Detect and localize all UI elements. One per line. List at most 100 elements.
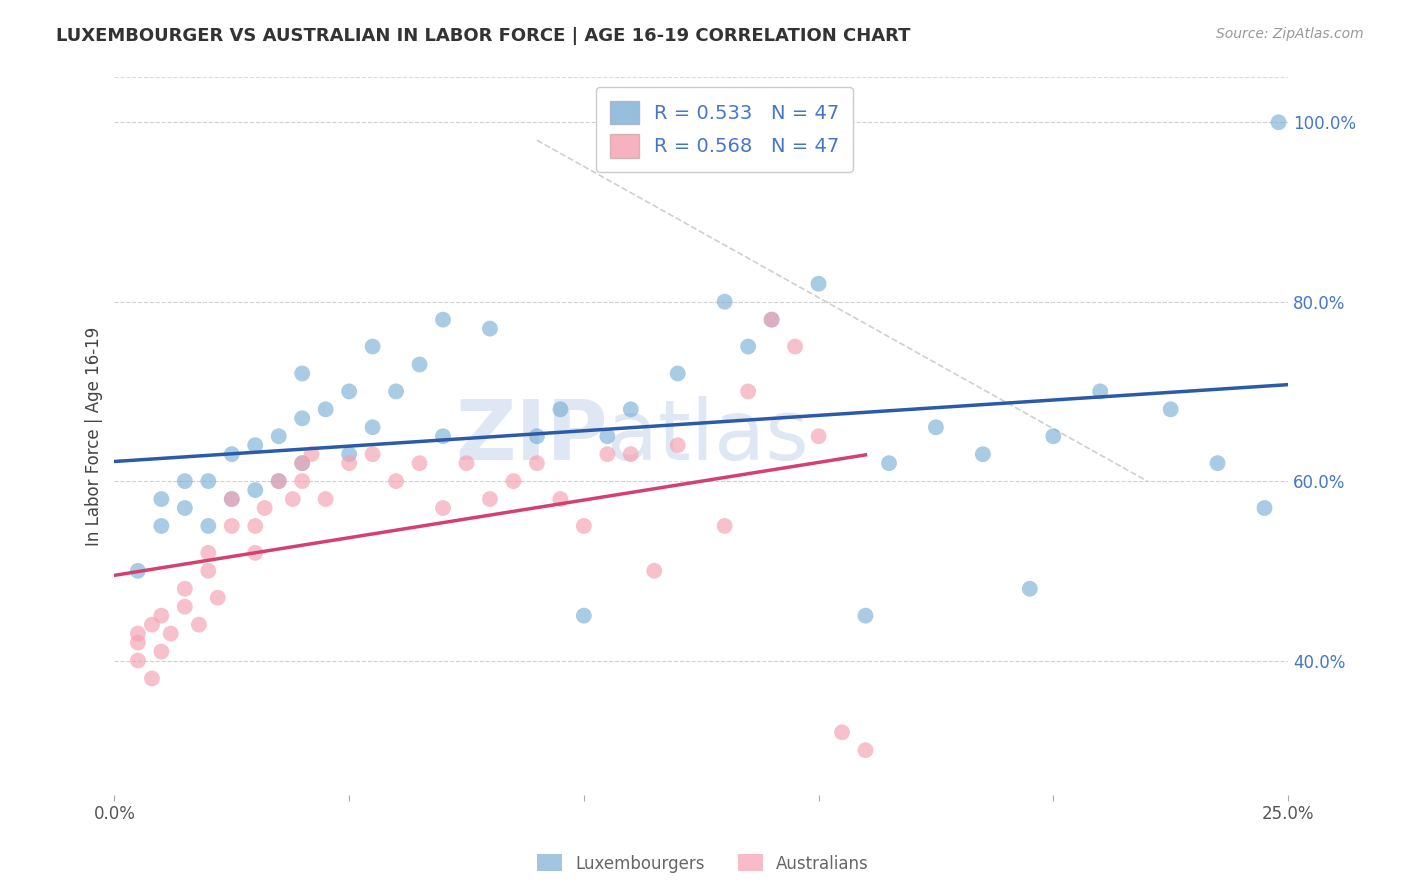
Point <box>253 501 276 516</box>
Point <box>1018 582 1040 596</box>
Point <box>127 626 149 640</box>
Point <box>315 491 337 506</box>
Point <box>502 474 524 488</box>
Point <box>361 447 384 461</box>
Point <box>1206 456 1229 470</box>
Point <box>361 340 384 354</box>
Point <box>150 644 173 658</box>
Point <box>385 384 408 399</box>
Point <box>291 456 314 470</box>
Point <box>361 420 384 434</box>
Point <box>855 743 877 757</box>
Point <box>281 491 304 506</box>
Point <box>643 564 665 578</box>
Point <box>159 626 181 640</box>
Point <box>432 501 454 516</box>
Point <box>526 456 548 470</box>
Point <box>1042 429 1064 443</box>
Point <box>855 608 877 623</box>
Point <box>245 519 267 533</box>
Text: Source: ZipAtlas.com: Source: ZipAtlas.com <box>1216 27 1364 41</box>
Point <box>197 474 219 488</box>
Y-axis label: In Labor Force | Age 16-19: In Labor Force | Age 16-19 <box>86 326 103 546</box>
Point <box>150 519 173 533</box>
Point <box>761 312 783 326</box>
Point <box>737 384 759 399</box>
Point <box>550 402 572 417</box>
Point <box>1253 501 1275 516</box>
Point <box>337 447 360 461</box>
Point <box>127 653 149 667</box>
Point <box>197 564 219 578</box>
Point <box>221 519 243 533</box>
Point <box>291 367 314 381</box>
Point <box>187 617 209 632</box>
Point <box>972 447 994 461</box>
Point <box>620 402 643 417</box>
Point <box>267 474 290 488</box>
Point <box>761 312 783 326</box>
Point <box>1267 115 1289 129</box>
Point <box>291 456 314 470</box>
Point <box>572 519 595 533</box>
Point <box>245 546 267 560</box>
Point <box>666 438 689 452</box>
Point <box>877 456 900 470</box>
Point <box>737 340 759 354</box>
Point <box>173 474 195 488</box>
Point <box>666 367 689 381</box>
Point <box>432 312 454 326</box>
Point <box>408 358 430 372</box>
Point <box>301 447 323 461</box>
Point <box>173 582 195 596</box>
Point <box>432 429 454 443</box>
Point <box>807 429 830 443</box>
Point <box>173 599 195 614</box>
Point <box>197 546 219 560</box>
Point <box>478 321 501 335</box>
Point <box>385 474 408 488</box>
Point <box>173 501 195 516</box>
Point <box>572 608 595 623</box>
Point <box>526 429 548 443</box>
Point <box>221 491 243 506</box>
Point <box>550 491 572 506</box>
Point <box>1160 402 1182 417</box>
Point <box>831 725 853 739</box>
Point <box>456 456 478 470</box>
Point <box>291 474 314 488</box>
Point <box>197 519 219 533</box>
Point <box>221 491 243 506</box>
Point <box>783 340 806 354</box>
Legend: R = 0.533   N = 47, R = 0.568   N = 47: R = 0.533 N = 47, R = 0.568 N = 47 <box>596 87 853 171</box>
Point <box>150 491 173 506</box>
Point <box>267 429 290 443</box>
Point <box>478 491 501 506</box>
Point <box>925 420 948 434</box>
Point <box>127 635 149 649</box>
Text: ZIP: ZIP <box>454 396 607 476</box>
Point <box>337 456 360 470</box>
Point <box>315 402 337 417</box>
Point <box>713 519 735 533</box>
Point <box>141 617 163 632</box>
Legend: Luxembourgers, Australians: Luxembourgers, Australians <box>530 847 876 880</box>
Point <box>207 591 229 605</box>
Point <box>221 447 243 461</box>
Point <box>408 456 430 470</box>
Point <box>291 411 314 425</box>
Point <box>1090 384 1112 399</box>
Point <box>267 474 290 488</box>
Point <box>807 277 830 291</box>
Point <box>127 564 149 578</box>
Point <box>620 447 643 461</box>
Point <box>596 429 619 443</box>
Point <box>245 483 267 497</box>
Text: LUXEMBOURGER VS AUSTRALIAN IN LABOR FORCE | AGE 16-19 CORRELATION CHART: LUXEMBOURGER VS AUSTRALIAN IN LABOR FORC… <box>56 27 911 45</box>
Point <box>245 438 267 452</box>
Point <box>596 447 619 461</box>
Point <box>337 384 360 399</box>
Point <box>713 294 735 309</box>
Text: atlas: atlas <box>607 396 808 476</box>
Point <box>150 608 173 623</box>
